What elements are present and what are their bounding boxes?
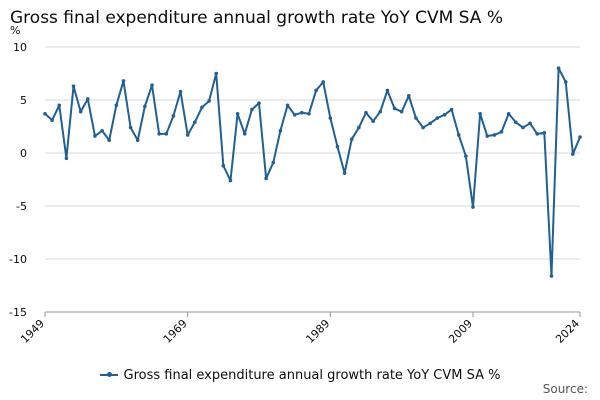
data-point: [407, 93, 411, 98]
data-point: [335, 144, 340, 149]
data-point: [349, 137, 354, 142]
data-point: [114, 103, 119, 108]
data-point: [578, 135, 582, 139]
data-point: [71, 84, 76, 89]
data-point: [521, 125, 525, 130]
data-point: [200, 105, 204, 110]
chart-title: Gross final expenditure annual growth ra…: [10, 8, 503, 28]
data-point: [57, 103, 62, 108]
data-point: [414, 116, 418, 120]
data-point: [207, 99, 211, 103]
data-point: [143, 104, 147, 109]
data-point: [250, 107, 254, 112]
data-point: [385, 88, 390, 93]
data-point: [478, 111, 482, 116]
data-point: [378, 109, 383, 114]
data-point: [185, 133, 190, 137]
data-point: [321, 80, 326, 84]
data-point: [471, 205, 475, 209]
data-point: [499, 130, 504, 134]
data-point: [549, 274, 554, 278]
y-tick-label: 5: [20, 94, 27, 107]
data-point: [50, 118, 54, 122]
data-point: [135, 138, 140, 143]
y-axis-label: %: [10, 24, 20, 37]
data-point: [328, 116, 333, 120]
data-point: [556, 66, 561, 70]
data-point: [435, 116, 440, 120]
data-point: [171, 114, 176, 118]
legend-label: Gross final expenditure annual growth ra…: [123, 367, 501, 383]
series-line: [44, 67, 581, 277]
data-point: [264, 176, 268, 181]
data-point: [456, 133, 461, 137]
data-point: [506, 111, 511, 116]
data-point: [157, 132, 161, 136]
x-tick-label: 2009: [446, 317, 475, 346]
legend-item: Gross final expenditure annual growth ra…: [99, 367, 501, 383]
data-point: [300, 110, 304, 115]
data-point: [392, 106, 397, 111]
data-point: [43, 111, 47, 116]
data-point: [214, 71, 218, 76]
y-tick-label: 10: [13, 41, 27, 54]
data-point: [563, 80, 568, 84]
data-point: [100, 128, 104, 133]
data-point: [428, 121, 433, 126]
data-point: [235, 111, 240, 116]
data-point: [464, 154, 468, 158]
series-layer: [43, 66, 582, 278]
legend: Gross final expenditure annual growth ra…: [0, 365, 600, 383]
data-point: [242, 132, 247, 136]
y-tick-label: 0: [20, 147, 27, 160]
data-point: [178, 89, 183, 94]
data-point: [571, 152, 575, 156]
y-tick-label: -10: [9, 253, 27, 266]
data-point: [364, 110, 368, 115]
data-point: [371, 119, 375, 123]
data-point: [342, 171, 347, 175]
data-point: [442, 113, 447, 117]
data-point: [357, 125, 361, 130]
data-point: [93, 134, 97, 138]
x-tick-label: 1989: [303, 317, 332, 346]
data-point: [164, 132, 169, 136]
data-point: [285, 103, 290, 108]
data-point: [399, 109, 404, 114]
data-point: [421, 125, 425, 130]
data-point: [485, 134, 490, 138]
data-point: [542, 131, 547, 135]
y-tick-label: -15: [9, 306, 27, 319]
data-point: [150, 83, 154, 87]
data-point: [528, 121, 532, 126]
data-point: [278, 128, 283, 133]
x-tick-label: 2024: [553, 317, 582, 346]
legend-swatch: [99, 372, 118, 377]
data-point: [292, 113, 297, 117]
axes: 10 5 0 -5 -10 -15% 1949 1969 1989 2009 2024: [9, 24, 582, 346]
data-point: [128, 125, 133, 130]
data-point: [193, 120, 197, 125]
data-point: [121, 79, 126, 83]
data-point: [78, 109, 83, 114]
data-point: [257, 101, 261, 105]
data-point: [307, 111, 311, 116]
x-tick-label: 1969: [161, 317, 190, 346]
data-point: [535, 132, 539, 136]
source-label: Source:: [542, 382, 588, 396]
data-point: [86, 97, 90, 101]
data-point: [492, 133, 497, 137]
data-point: [221, 163, 226, 168]
data-point: [449, 107, 454, 112]
data-point: [314, 88, 318, 93]
data-point: [107, 138, 111, 143]
x-tick-label: 1949: [18, 317, 47, 346]
data-point: [64, 156, 69, 161]
y-tick-label: -5: [16, 200, 27, 213]
data-point: [228, 178, 233, 183]
data-point: [271, 160, 276, 165]
data-point: [514, 120, 518, 125]
